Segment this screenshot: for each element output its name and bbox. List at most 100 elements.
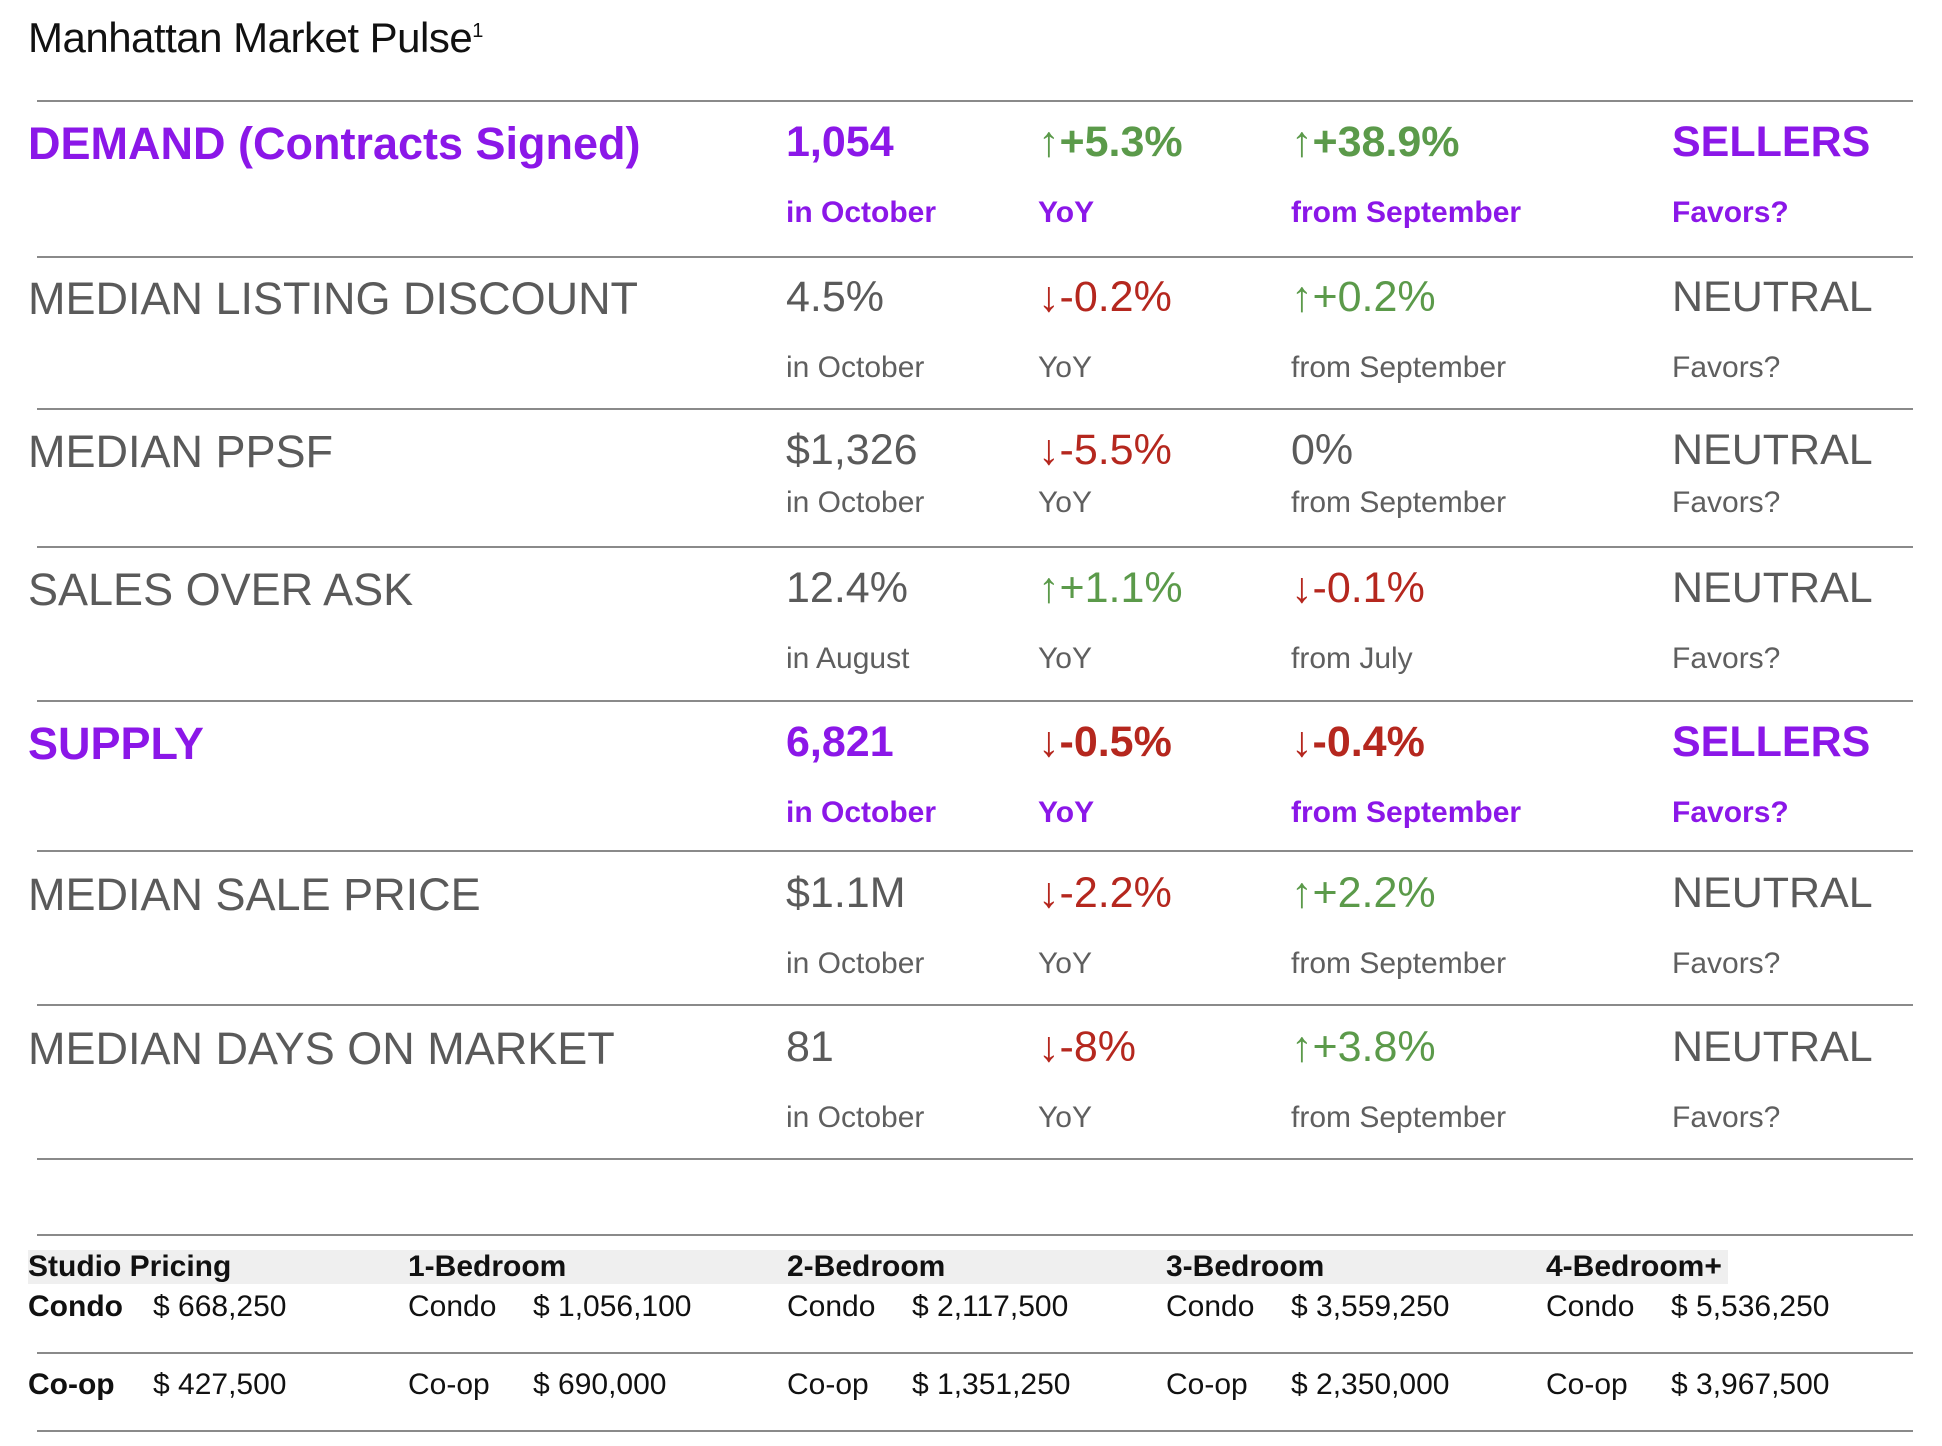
- metric-label: SUPPLY: [28, 718, 204, 769]
- pricing-value: $ 2,350,000: [1291, 1368, 1450, 1401]
- favors-label: Favors?: [1672, 796, 1789, 829]
- mom-label: from September: [1291, 351, 1507, 384]
- row-divider: [37, 850, 1913, 852]
- metric-label: MEDIAN SALE PRICE: [28, 869, 481, 920]
- pricing-value: $ 427,500: [153, 1368, 287, 1401]
- yoy-change: ↓-2.2%: [1038, 869, 1172, 917]
- mom-change: ↑+2.2%: [1291, 869, 1436, 917]
- mom-label: from September: [1291, 1101, 1507, 1134]
- yoy-change: ↓-0.5%: [1038, 718, 1172, 766]
- metric-value: 12.4%: [786, 564, 908, 612]
- mom-label: from September: [1291, 486, 1507, 519]
- pricing-column-header: 4-Bedroom+: [1546, 1250, 1722, 1283]
- metric-period: in October: [786, 486, 925, 519]
- row-divider: [37, 408, 1913, 410]
- pricing-type-label: Co-op: [1166, 1368, 1248, 1401]
- metric-value: $1.1M: [786, 869, 906, 917]
- yoy-label: YoY: [1038, 642, 1092, 675]
- pricing-header-band: [28, 1250, 1728, 1284]
- page-title-text: Manhattan Market Pulse: [28, 14, 473, 61]
- pricing-value: $ 1,351,250: [912, 1368, 1071, 1401]
- row-divider: [37, 1004, 1913, 1006]
- metric-label: DEMAND (Contracts Signed): [28, 118, 641, 169]
- metric-period: in October: [786, 351, 925, 384]
- pricing-value: $ 5,536,250: [1671, 1290, 1830, 1323]
- pricing-divider: [37, 1352, 1913, 1354]
- yoy-label: YoY: [1038, 796, 1095, 829]
- row-divider: [37, 1158, 1913, 1160]
- metric-label: MEDIAN LISTING DISCOUNT: [28, 273, 639, 324]
- mom-change: 0%: [1291, 426, 1354, 474]
- favors-value: NEUTRAL: [1672, 426, 1873, 474]
- row-divider: [37, 256, 1913, 258]
- metric-label: MEDIAN PPSF: [28, 426, 334, 477]
- pricing-column-header: 1-Bedroom: [408, 1250, 567, 1283]
- favors-label: Favors?: [1672, 351, 1781, 384]
- yoy-label: YoY: [1038, 1101, 1092, 1134]
- metric-value: 6,821: [786, 718, 894, 766]
- yoy-change: ↑+5.3%: [1038, 118, 1183, 166]
- yoy-change: ↓-0.2%: [1038, 273, 1172, 321]
- favors-value: SELLERS: [1672, 118, 1871, 166]
- mom-label: from July: [1291, 642, 1413, 675]
- mom-change: ↓-0.4%: [1291, 718, 1425, 766]
- favors-label: Favors?: [1672, 1101, 1781, 1134]
- pricing-type-label: Co-op: [787, 1368, 869, 1401]
- pricing-type-label: Condo: [408, 1290, 497, 1323]
- pricing-type-label: Co-op: [1546, 1368, 1628, 1401]
- mom-label: from September: [1291, 796, 1522, 829]
- yoy-label: YoY: [1038, 196, 1095, 229]
- metric-value: 81: [786, 1023, 834, 1071]
- favors-value: SELLERS: [1672, 718, 1871, 766]
- metric-label: MEDIAN DAYS ON MARKET: [28, 1023, 615, 1074]
- favors-label: Favors?: [1672, 196, 1789, 229]
- pricing-column-header: Studio Pricing: [28, 1250, 232, 1283]
- metric-value: 4.5%: [786, 273, 885, 321]
- favors-label: Favors?: [1672, 642, 1781, 675]
- row-divider: [37, 100, 1913, 102]
- favors-label: Favors?: [1672, 947, 1781, 980]
- mom-change: ↑+3.8%: [1291, 1023, 1436, 1071]
- mom-change: ↑+38.9%: [1291, 118, 1460, 166]
- footnote-marker: 1: [472, 20, 483, 42]
- metric-period: in October: [786, 796, 937, 829]
- pricing-type-label: Condo: [787, 1290, 876, 1323]
- pricing-value: $ 2,117,500: [912, 1290, 1069, 1323]
- pricing-value: $ 668,250: [153, 1290, 287, 1323]
- mom-change: ↑+0.2%: [1291, 273, 1436, 321]
- yoy-change: ↓-5.5%: [1038, 426, 1172, 474]
- yoy-label: YoY: [1038, 486, 1092, 519]
- mom-label: from September: [1291, 196, 1522, 229]
- favors-value: NEUTRAL: [1672, 869, 1873, 917]
- pricing-type-label: Condo: [28, 1290, 123, 1323]
- row-divider: [37, 700, 1913, 702]
- yoy-change: ↑+1.1%: [1038, 564, 1183, 612]
- metric-period: in August: [786, 642, 910, 675]
- pricing-type-label: Condo: [1166, 1290, 1255, 1323]
- pricing-divider: [37, 1234, 1913, 1236]
- favors-value: NEUTRAL: [1672, 273, 1873, 321]
- favors-value: NEUTRAL: [1672, 564, 1873, 612]
- pricing-type-label: Co-op: [28, 1368, 115, 1401]
- pricing-divider: [37, 1430, 1913, 1432]
- pricing-column-header: 2-Bedroom: [787, 1250, 946, 1283]
- pricing-type-label: Co-op: [408, 1368, 490, 1401]
- metric-label: SALES OVER ASK: [28, 564, 414, 615]
- metric-value: 1,054: [786, 118, 894, 166]
- mom-label: from September: [1291, 947, 1507, 980]
- pricing-value: $ 690,000: [533, 1368, 667, 1401]
- yoy-label: YoY: [1038, 947, 1092, 980]
- metric-period: in October: [786, 1101, 925, 1134]
- pricing-column-header: 3-Bedroom: [1166, 1250, 1325, 1283]
- pricing-value: $ 3,559,250: [1291, 1290, 1450, 1323]
- favors-label: Favors?: [1672, 486, 1781, 519]
- metric-period: in October: [786, 196, 937, 229]
- pricing-type-label: Condo: [1546, 1290, 1635, 1323]
- yoy-label: YoY: [1038, 351, 1092, 384]
- yoy-change: ↓-8%: [1038, 1023, 1136, 1071]
- page-title: Manhattan Market Pulse1: [28, 14, 483, 62]
- mom-change: ↓-0.1%: [1291, 564, 1425, 612]
- metric-value: $1,326: [786, 426, 918, 474]
- pricing-value: $ 3,967,500: [1671, 1368, 1830, 1401]
- pricing-value: $ 1,056,100: [533, 1290, 692, 1323]
